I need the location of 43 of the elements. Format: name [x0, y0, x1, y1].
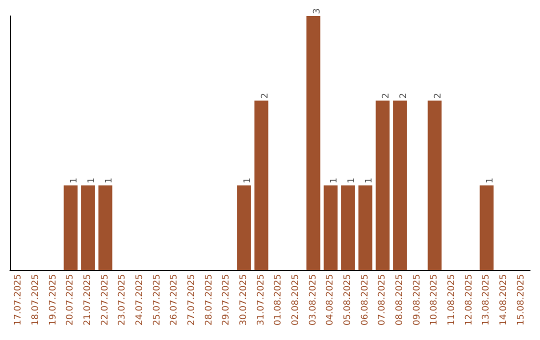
x-tick-label: 29.07.2025	[222, 274, 232, 326]
x-tick-label: 03.08.2025	[308, 274, 318, 326]
data-label: 1	[87, 178, 97, 184]
data-label: 1	[104, 178, 114, 184]
data-label: 2	[399, 92, 409, 99]
x-tick-label: 28.07.2025	[204, 274, 214, 326]
x-tick-label: 22.07.2025	[100, 274, 110, 326]
data-label: 2	[260, 92, 270, 99]
x-tick-label: 10.08.2025	[430, 274, 440, 326]
x-tick-label: 11.08.2025	[447, 274, 457, 326]
x-tick-label: 15.08.2025	[516, 274, 526, 326]
x-tick-label: 21.07.2025	[83, 274, 93, 326]
x-tick-label: 01.08.2025	[274, 274, 284, 326]
x-tick-label: 25.07.2025	[152, 274, 162, 326]
x-tick-label: 06.08.2025	[360, 274, 370, 326]
data-label: 1	[347, 178, 357, 184]
x-tick-label: 26.07.2025	[170, 274, 180, 326]
x-tick-label: 04.08.2025	[326, 274, 336, 326]
x-tick-label: 02.08.2025	[291, 274, 301, 326]
x-tick-label: 14.08.2025	[499, 274, 509, 326]
x-tick-label: 20.07.2025	[66, 274, 76, 326]
data-label: 2	[434, 92, 444, 99]
x-tick-label: 12.08.2025	[464, 274, 474, 326]
data-label: 1	[364, 178, 374, 184]
x-tick-label: 09.08.2025	[412, 274, 422, 326]
data-label: 1	[486, 178, 496, 184]
x-tick-label: 19.07.2025	[48, 274, 58, 326]
x-tick-label: 31.07.2025	[256, 274, 266, 326]
x-tick-label: 13.08.2025	[482, 274, 492, 326]
x-tick-label: 18.07.2025	[31, 274, 41, 326]
x-tick-label: 07.08.2025	[378, 274, 388, 326]
data-label: 1	[243, 178, 253, 184]
x-tick-label: 05.08.2025	[343, 274, 353, 326]
x-tick-label: 23.07.2025	[118, 274, 128, 326]
data-label: 1	[70, 178, 80, 184]
data-label: 2	[382, 92, 392, 99]
data-label: 1	[330, 178, 340, 184]
data-label: 3	[312, 8, 322, 14]
x-tick-label: 17.07.2025	[14, 274, 24, 326]
x-tick-label: 24.07.2025	[135, 274, 145, 326]
x-tick-label: 30.07.2025	[239, 274, 249, 326]
x-tick-label: 27.07.2025	[187, 274, 197, 326]
x-tick-label: 08.08.2025	[395, 274, 405, 326]
